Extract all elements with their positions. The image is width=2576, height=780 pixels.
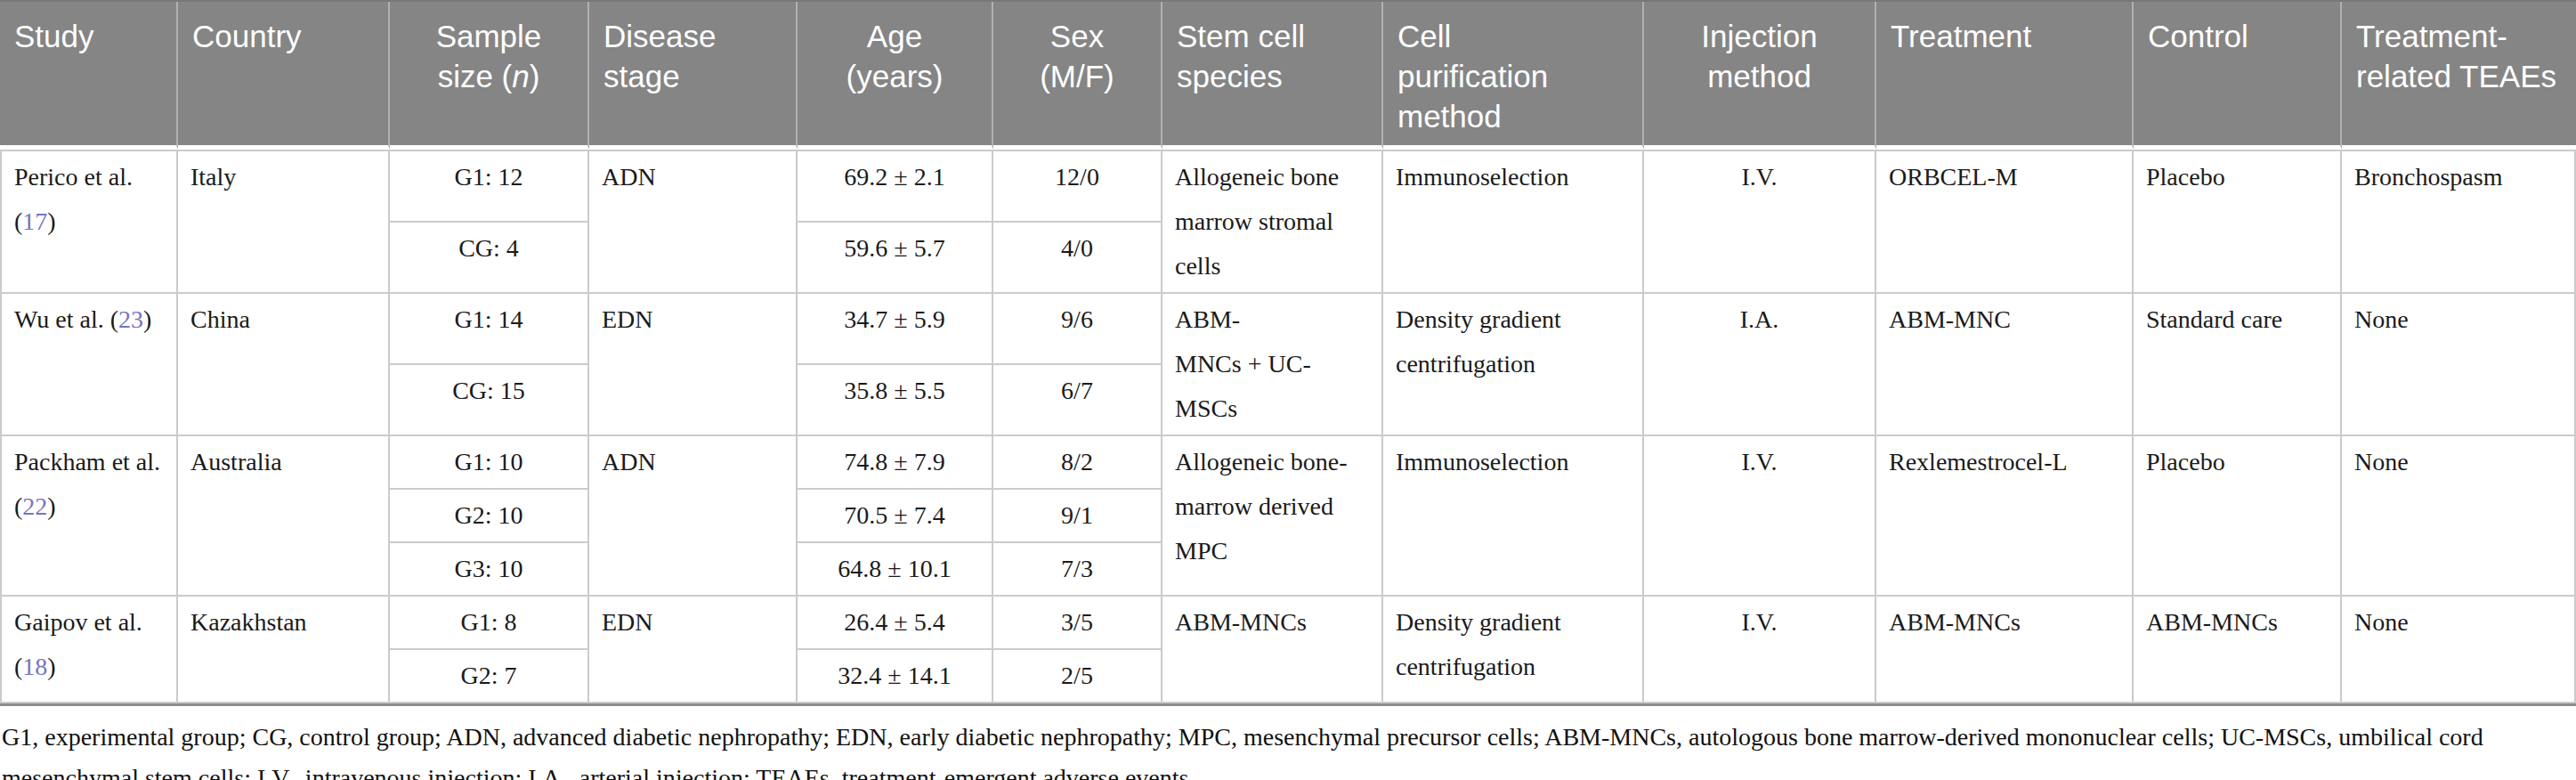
cell-sample-size: G1: 10 <box>390 436 589 490</box>
cell-teaes: None <box>2342 436 2576 597</box>
cell-country: China <box>178 294 390 436</box>
cell-sample-size: G1: 12 <box>390 150 589 223</box>
cell-injection-method: I.A. <box>1644 294 1876 436</box>
cell-sex: 4/0 <box>993 223 1162 294</box>
study-row-1-subgroup-1: Perico et al. (17)ItalyG1: 12ADN69.2 ± 2… <box>0 150 2576 223</box>
column-header-age: Age (years) <box>798 2 993 150</box>
cell-sex: 6/7 <box>993 365 1162 436</box>
study-row-4-subgroup-1: Gaipov et al. (18)KazakhstanG1: 8EDN26.4… <box>0 597 2576 650</box>
cell-treatment: ABM-MNC <box>1876 294 2134 436</box>
cell-purification-method: Density gradient centrifugation <box>1383 294 1644 436</box>
cell-study: Packham et al. (22) <box>0 436 178 597</box>
column-header-injection: Injection method <box>1644 2 1876 150</box>
cell-sex: 7/3 <box>993 543 1162 597</box>
cell-purification-method: Immunoselection <box>1383 436 1644 597</box>
cell-disease-stage: ADN <box>589 150 798 294</box>
cell-age: 70.5 ± 7.4 <box>798 490 993 543</box>
cell-sex: 9/1 <box>993 490 1162 543</box>
cell-treatment: ORBCEL-M <box>1876 150 2134 294</box>
column-header-disease_stage: Disease stage <box>589 2 798 150</box>
cell-study: Perico et al. (17) <box>0 150 178 294</box>
citation-link-22[interactable]: 22 <box>22 492 47 520</box>
column-header-sex: Sex (M/F) <box>993 2 1162 150</box>
cell-disease-stage: ADN <box>589 436 798 597</box>
cell-teaes: Bronchospasm <box>2342 150 2576 294</box>
citation-link-23[interactable]: 23 <box>118 305 143 333</box>
cell-sample-size: G2: 10 <box>390 490 589 543</box>
cell-age: 34.7 ± 5.9 <box>798 294 993 365</box>
cell-sex: 2/5 <box>993 650 1162 703</box>
cell-injection-method: I.V. <box>1644 150 1876 294</box>
cell-age: 26.4 ± 5.4 <box>798 597 993 650</box>
cell-study: Wu et al. (23) <box>0 294 178 436</box>
cell-country: Australia <box>178 436 390 597</box>
column-header-purification: Cell purification method <box>1383 2 1644 150</box>
cell-sample-size: G1: 14 <box>390 294 589 365</box>
cell-sex: 8/2 <box>993 436 1162 490</box>
cell-age: 35.8 ± 5.5 <box>798 365 993 436</box>
table-header-row: StudyCountrySample size (n)Disease stage… <box>0 2 2576 150</box>
cell-stem-cell-species: Allogeneic bone- marrow derived MPC <box>1162 436 1383 597</box>
column-header-control: Control <box>2134 2 2342 150</box>
cell-disease-stage: EDN <box>589 294 798 436</box>
column-header-teaes: Treatment- related TEAEs <box>2342 2 2576 150</box>
cell-sample-size: G1: 8 <box>390 597 589 650</box>
cell-stem-cell-species: ABM-MNCs <box>1162 597 1383 703</box>
cell-sample-size: CG: 4 <box>390 223 589 294</box>
column-header-treatment: Treatment <box>1876 2 2134 150</box>
study-row-2-subgroup-1: Wu et al. (23)ChinaG1: 14EDN34.7 ± 5.99/… <box>0 294 2576 365</box>
study-row-3-subgroup-1: Packham et al. (22)AustraliaG1: 10ADN74.… <box>0 436 2576 490</box>
cell-purification-method: Density gradient centrifugation <box>1383 597 1644 703</box>
cell-sex: 12/0 <box>993 150 1162 223</box>
cell-control: Placebo <box>2134 150 2342 294</box>
cell-injection-method: I.V. <box>1644 436 1876 597</box>
cell-stem-cell-species: ABM- MNCs + UC- MSCs <box>1162 294 1383 436</box>
column-header-italic: n <box>512 59 529 93</box>
cell-injection-method: I.V. <box>1644 597 1876 703</box>
cell-age: 64.8 ± 10.1 <box>798 543 993 597</box>
cell-age: 69.2 ± 2.1 <box>798 150 993 223</box>
cell-sample-size: G3: 10 <box>390 543 589 597</box>
column-header-country: Country <box>178 2 390 150</box>
citation-link-18[interactable]: 18 <box>22 653 47 680</box>
cell-treatment: ABM-MNCs <box>1876 597 2134 703</box>
study-characteristics-table: StudyCountrySample size (n)Disease stage… <box>0 0 2576 706</box>
cell-teaes: None <box>2342 597 2576 703</box>
cell-sample-size: G2: 7 <box>390 650 589 703</box>
cell-age: 32.4 ± 14.1 <box>798 650 993 703</box>
cell-country: Kazakhstan <box>178 597 390 703</box>
cell-control: Standard care <box>2134 294 2342 436</box>
cell-age: 74.8 ± 7.9 <box>798 436 993 490</box>
table-footnote: G1, experimental group; CG, control grou… <box>0 717 2576 780</box>
column-header-species: Stem cell species <box>1162 2 1383 150</box>
column-header-sample_size: Sample size (n) <box>390 2 589 150</box>
citation-link-17[interactable]: 17 <box>22 207 47 235</box>
cell-sample-size: CG: 15 <box>390 365 589 436</box>
cell-stem-cell-species: Allogeneic bone marrow stromal cells <box>1162 150 1383 294</box>
cell-study: Gaipov et al. (18) <box>0 597 178 703</box>
cell-sex: 9/6 <box>993 294 1162 365</box>
cell-control: Placebo <box>2134 436 2342 597</box>
cell-control: ABM-MNCs <box>2134 597 2342 703</box>
cell-age: 59.6 ± 5.7 <box>798 223 993 294</box>
cell-teaes: None <box>2342 294 2576 436</box>
cell-purification-method: Immunoselection <box>1383 150 1644 294</box>
cell-sex: 3/5 <box>993 597 1162 650</box>
cell-country: Italy <box>178 150 390 294</box>
cell-treatment: Rexlemestrocel-L <box>1876 436 2134 597</box>
cell-disease-stage: EDN <box>589 597 798 703</box>
column-header-study: Study <box>0 2 178 150</box>
